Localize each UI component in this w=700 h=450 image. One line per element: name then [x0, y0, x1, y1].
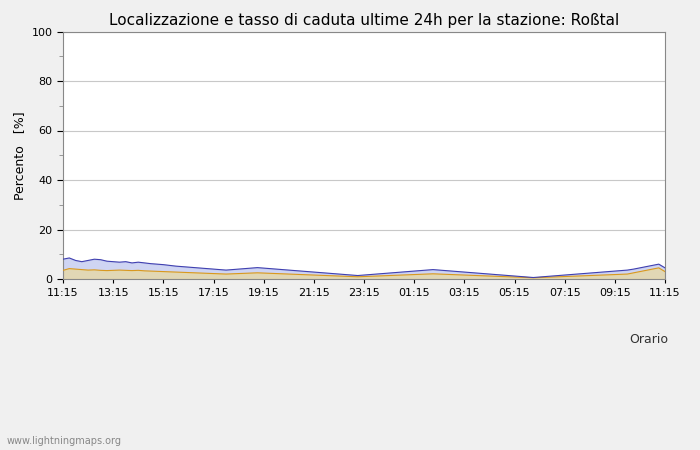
- Text: www.lightningmaps.org: www.lightningmaps.org: [7, 436, 122, 446]
- Y-axis label: Percento   [%]: Percento [%]: [13, 111, 26, 199]
- Title: Localizzazione e tasso di caduta ultime 24h per la stazione: Roßtal: Localizzazione e tasso di caduta ultime …: [109, 13, 619, 27]
- Text: Orario: Orario: [629, 333, 668, 346]
